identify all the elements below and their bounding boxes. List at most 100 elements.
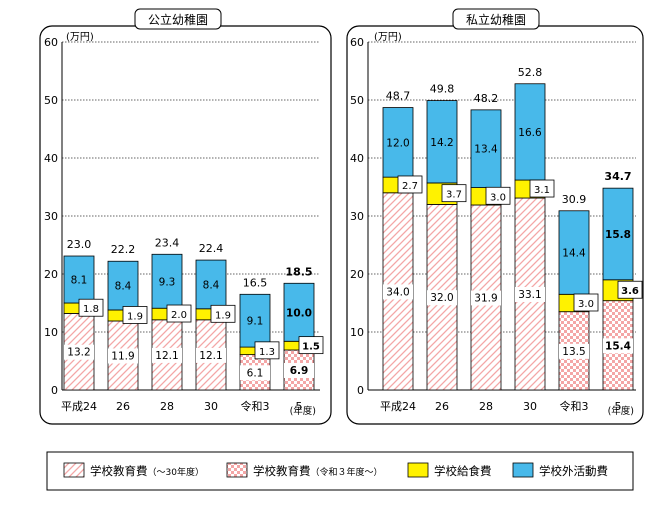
data-label-education: 12.1 [199, 350, 222, 362]
panel-title-box [134, 8, 222, 30]
bar-activity [602, 187, 634, 281]
data-label-activity: 15.8 [605, 229, 631, 241]
legend-swatch-check [226, 462, 248, 478]
meal-label-box [166, 304, 192, 323]
bar-activity [382, 107, 414, 178]
data-label-total: 34.7 [604, 170, 631, 183]
x-tick-label: 30 [204, 400, 218, 413]
data-label-bg [240, 365, 270, 381]
data-label-meal: 2.0 [171, 310, 187, 321]
legend-item: 学校外活動費 [512, 462, 608, 478]
panel-title: 私立幼稚園 [466, 12, 526, 27]
y-tick-label: 10 [44, 326, 58, 339]
x-unit-label: (年度) [608, 405, 634, 417]
data-label-education: 6.1 [247, 367, 264, 379]
meal-label-box [441, 184, 467, 203]
legend-item: 学校給食費 [407, 462, 492, 478]
data-label-meal: 1.5 [302, 342, 320, 353]
data-label-meal: 3.0 [490, 192, 506, 203]
data-label-education: 6.9 [290, 365, 309, 377]
data-label-bg [515, 287, 545, 303]
legend-label-main: 学校教育費 [253, 464, 311, 478]
meal-label-box [122, 306, 148, 324]
data-label-bg [152, 347, 182, 363]
panel-1: 私立幼稚園 (万円) 0 10 20 30 40 50 60 34.0 2.7 12.0 48.7 平成2… [346, 8, 644, 425]
legend-frame [46, 451, 634, 491]
data-label-activity: 9.1 [247, 316, 264, 328]
data-label-education: 31.9 [474, 292, 497, 304]
panel-0: 公立幼稚園 (万円) 0 10 20 30 40 50 60 13.2 1.8 8.1 23.0 平成24… [39, 8, 332, 425]
data-label-education: 34.0 [386, 286, 409, 298]
legend-label: 学校教育費（令和３年度～） [253, 464, 383, 478]
legend-label-sub: （令和３年度～） [311, 466, 383, 478]
legend-item: 学校教育費（令和３年度～） [226, 462, 383, 478]
meal-label-box [78, 298, 104, 317]
data-label-total: 22.4 [199, 242, 224, 255]
data-label-activity: 12.0 [386, 137, 409, 149]
data-label-total: 23.0 [67, 238, 92, 251]
meal-label-box [397, 175, 423, 194]
y-tick-label: 60 [44, 36, 58, 49]
legend-swatch-diag [63, 462, 85, 478]
data-label-meal: 1.3 [259, 347, 275, 358]
meal-label-box [298, 336, 324, 355]
legend-label-main: 学校外活動費 [539, 464, 608, 478]
x-tick-label: 28 [479, 400, 493, 413]
data-label-total: 52.8 [518, 66, 543, 79]
x-tick-label: 令和3 [560, 399, 589, 413]
data-label-bg [559, 343, 589, 359]
x-unit-label: (年度) [290, 405, 316, 417]
legend-label: 学校教育費（～30年度） [90, 464, 204, 478]
x-tick-label: 26 [435, 400, 449, 413]
data-label-total: 48.2 [474, 92, 499, 105]
data-label-meal: 2.7 [402, 181, 418, 192]
y-tick-label: 60 [350, 36, 364, 49]
meal-label-box [210, 304, 236, 323]
data-label-activity: 8.4 [203, 279, 220, 291]
data-label-education: 32.0 [430, 292, 453, 304]
data-label-total: 22.2 [111, 243, 136, 256]
data-label-meal: 1.8 [83, 304, 99, 315]
data-label-activity: 13.4 [474, 144, 498, 156]
legend-swatch-yellow [407, 462, 429, 478]
y-tick-label: 20 [44, 268, 58, 281]
bar-activity [283, 282, 315, 342]
y-unit-label: (万円) [374, 32, 402, 43]
y-tick-label: 40 [44, 152, 58, 165]
data-label-meal: 1.9 [215, 310, 231, 321]
legend: 学校教育費（～30年度） 学校教育費（令和３年度～） 学校給食費 学校外活動費 [46, 451, 634, 491]
data-label-meal: 3.6 [621, 286, 639, 297]
data-label-bg [471, 290, 501, 306]
data-label-total: 18.5 [285, 265, 312, 278]
data-label-activity: 16.6 [518, 127, 542, 139]
data-label-education: 12.1 [155, 350, 178, 362]
legend-item: 学校教育費（～30年度） [63, 462, 204, 478]
data-label-meal: 3.7 [446, 190, 462, 201]
data-label-education: 11.9 [111, 350, 134, 362]
data-label-bg [64, 344, 94, 360]
x-tick-label: 28 [160, 400, 174, 413]
y-tick-label: 20 [350, 268, 364, 281]
data-label-education: 13.5 [562, 346, 585, 358]
data-label-total: 49.8 [430, 83, 455, 96]
bar-activity [514, 83, 546, 181]
y-tick-label: 40 [350, 152, 364, 165]
y-unit-label: (万円) [66, 32, 94, 43]
legend-label: 学校給食費 [434, 464, 492, 478]
meal-label-box [254, 341, 280, 360]
data-label-activity: 9.3 [159, 276, 176, 288]
data-label-activity: 14.2 [430, 137, 453, 149]
x-tick-label: 令和3 [241, 399, 270, 413]
bar-activity [107, 260, 139, 311]
x-tick-label: 平成24 [380, 400, 416, 413]
data-label-bg [196, 347, 226, 363]
x-tick-label: 5 [296, 400, 303, 413]
data-label-education: 15.4 [605, 340, 631, 352]
x-tick-label: 5 [615, 400, 622, 413]
bar-activity [195, 259, 227, 310]
data-label-bg [383, 284, 413, 300]
data-label-education: 33.1 [518, 289, 541, 301]
y-tick-label: 0 [51, 384, 58, 397]
legend-label-sub: （～30年度） [148, 466, 204, 478]
